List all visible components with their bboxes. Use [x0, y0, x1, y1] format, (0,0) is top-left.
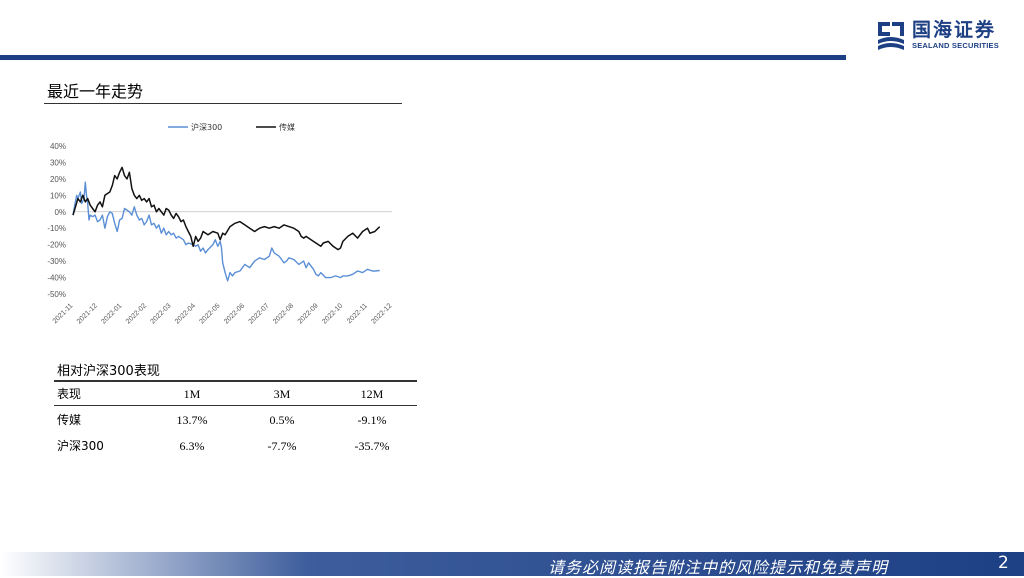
series-line-media [72, 166, 381, 251]
table-row-hs300-12m: -35.7% [354, 439, 390, 453]
y-tick-label: -30% [47, 257, 66, 266]
table-row-media-3m: 0.5% [269, 413, 295, 427]
x-tick-label: 2022-04 [174, 302, 197, 325]
y-tick-label: -40% [47, 274, 66, 283]
table-header-rule [54, 405, 417, 406]
x-tick-label: 2022-08 [272, 302, 295, 325]
brand-logo: 国海证券 SEALAND SECURITIES [876, 18, 999, 52]
section-title: 最近一年走势 [47, 82, 144, 101]
table-row-media-label: 传媒 [57, 413, 82, 427]
table-header-1m: 1M [183, 387, 201, 401]
header-bar [0, 55, 846, 60]
legend-label: 沪深300 [191, 122, 222, 132]
x-tick-label: 2021-12 [76, 302, 99, 325]
y-tick-label: -10% [47, 224, 66, 233]
legend-label: 传媒 [279, 122, 295, 132]
y-tick-label: 10% [50, 191, 66, 200]
x-tick-label: 2022-11 [346, 302, 369, 325]
table-header-12m: 12M [360, 387, 384, 401]
x-tick-label: 2022-06 [223, 302, 246, 325]
x-tick-label: 2022-09 [297, 302, 320, 325]
table-row-hs300-3m: -7.7% [267, 439, 297, 453]
trend-chart: 40% 30% 20% 10% 0% -10% -20% -30% -40% -50% 2021-1… [47, 122, 393, 326]
x-tick-label: 2022-01 [100, 302, 123, 325]
y-tick-label: 40% [50, 142, 66, 151]
x-tick-label: 2022-05 [199, 302, 222, 325]
sealand-logo-icon [878, 22, 904, 50]
table-row-hs300-1m: 6.3% [179, 439, 205, 453]
x-tick-label: 2021-11 [52, 302, 75, 325]
table-row-hs300-label: 沪深300 [57, 439, 104, 453]
table-header-3m: 3M [273, 387, 291, 401]
logo-name-cn: 国海证券 [912, 18, 997, 41]
disclaimer-text: 请务必阅读报告附注中的风险提示和免责声明 [548, 558, 889, 577]
footer-bar [0, 552, 1024, 576]
table-row-media-12m: -9.1% [357, 413, 387, 427]
page-number: 2 [998, 553, 1009, 573]
y-tick-label: 30% [50, 158, 66, 167]
table-row-media-1m: 13.7% [176, 413, 208, 427]
logo-name-en: SEALAND SECURITIES [912, 40, 999, 50]
section-title-rule [44, 103, 402, 104]
series-line-hs300 [72, 181, 380, 282]
x-tick-label: 2022-10 [321, 302, 344, 325]
x-tick-label: 2022-02 [125, 302, 148, 325]
y-tick-label: -20% [47, 241, 66, 250]
x-tick-label: 2022-12 [370, 302, 393, 325]
y-tick-label: 20% [50, 175, 66, 184]
y-tick-label: 0% [54, 208, 66, 217]
y-tick-label: -50% [47, 290, 66, 299]
table-header-label: 表现 [57, 387, 82, 401]
table-top-rule [54, 380, 417, 382]
table-title: 相对沪深300表现 [57, 364, 160, 379]
x-tick-label: 2022-07 [248, 302, 271, 325]
x-tick-label: 2022-03 [149, 302, 172, 325]
